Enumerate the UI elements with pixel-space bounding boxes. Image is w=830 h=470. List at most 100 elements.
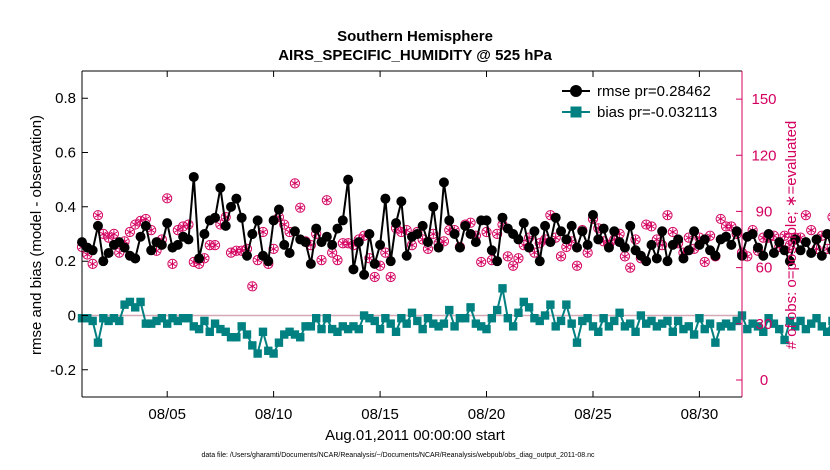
bias-point (743, 324, 752, 334)
rmse-point (822, 229, 830, 239)
rmse-point (279, 239, 290, 250)
rmse-point (545, 237, 556, 248)
bias-point (641, 319, 651, 328)
bias-point (482, 324, 491, 334)
obs-possible-point (641, 219, 652, 230)
obs-possible-point (646, 221, 657, 232)
obs-evaluated-point (296, 203, 304, 212)
rmse-point (284, 248, 295, 259)
rmse-point (231, 193, 242, 204)
obs-evaluated-point (557, 252, 565, 261)
rmse-point (343, 174, 354, 185)
bias-point (146, 319, 156, 328)
axes-frame (81, 70, 743, 398)
bias-point (524, 303, 534, 312)
bias-point (306, 322, 316, 331)
obs-evaluated-point (717, 215, 725, 223)
rmse-point (513, 234, 524, 245)
rmse-point (470, 237, 481, 248)
rmse-point (380, 193, 391, 204)
obs-evaluated-point (163, 194, 171, 203)
obs-possible-point (630, 234, 641, 245)
bias-point (599, 314, 608, 323)
obs-evaluated-point (168, 260, 177, 268)
bias-point (168, 314, 177, 323)
obs-evaluated-point (584, 248, 592, 257)
obs-evaluated-point (514, 254, 522, 262)
y-axis-label-right: # of obs: o=possible; ∗=evaluated (783, 121, 800, 350)
rmse-point (273, 204, 284, 215)
rmse-point (103, 248, 114, 259)
data-file-footnote: data file: /Users/gharamti/Documents/NCA… (201, 452, 595, 459)
obs-possible-point (114, 247, 125, 258)
x-tick-marks (166, 71, 700, 397)
bias-point (333, 327, 342, 336)
bias-point (221, 327, 230, 336)
obs-evaluated-point (179, 222, 187, 231)
legend-rmse-marker (570, 85, 582, 97)
obs-possible-point (225, 247, 237, 258)
y-left-tick-label: 0.2 (55, 253, 76, 270)
obs-possible-point (827, 212, 830, 222)
rmse-point (587, 209, 598, 220)
legend-rmse: rmse pr=0.28462 (562, 83, 711, 100)
bias-point (370, 316, 379, 326)
bias-point (445, 305, 454, 315)
bias-point (83, 314, 92, 323)
bias-point (759, 327, 768, 336)
rmse-point (689, 226, 700, 237)
bias-point (157, 314, 167, 323)
bias-point (721, 319, 731, 328)
rmse-point (444, 215, 455, 226)
rmse-point (816, 250, 827, 261)
legend: rmse pr=0.28462 bias pr=-0.032113 (562, 83, 717, 121)
y-right-tick-marks (736, 98, 742, 381)
obs-evaluated-point (291, 179, 299, 188)
rmse-point (556, 226, 567, 237)
obs-possible-point (289, 178, 301, 189)
rmse-point (401, 250, 412, 261)
obs-evaluated-point (387, 273, 395, 281)
rmse-point (827, 245, 830, 255)
y-right-tick-label: 90 (756, 203, 773, 220)
rmse-point (135, 231, 146, 242)
obs-possible-point (279, 219, 290, 230)
bias-point (184, 314, 193, 323)
obs-evaluated-point (429, 230, 437, 238)
bias-point (455, 314, 465, 323)
bias-point (780, 335, 789, 345)
rmse-point (215, 182, 226, 193)
y-right-tick-label: 30 (756, 316, 773, 333)
bias-point (354, 324, 363, 334)
bias-point (583, 314, 592, 323)
bias-point (822, 327, 830, 336)
legend-rmse-label: rmse pr=0.28462 (597, 83, 711, 100)
rmse-point (641, 256, 652, 267)
obs-possible-point (492, 228, 503, 240)
rmse-point (598, 223, 609, 234)
obs-possible-point (167, 258, 178, 269)
bias-point (476, 322, 486, 331)
bias-point (466, 303, 475, 312)
obs-evaluated-point (381, 248, 389, 257)
obs-possible-point (481, 226, 492, 238)
rmse-point (188, 171, 199, 182)
obs-evaluated-point (781, 232, 789, 240)
rmse-point (375, 239, 386, 250)
rmse-point (619, 242, 630, 253)
bias-point (296, 333, 305, 342)
bias-point (450, 322, 459, 331)
obs-evaluated-point (270, 245, 278, 253)
rmse-point (92, 220, 103, 231)
bias-point (769, 319, 779, 328)
rmse-point (550, 212, 561, 223)
rmse-point (311, 223, 322, 234)
bias-point (700, 324, 709, 334)
bias-point (551, 322, 560, 331)
rmse-point (412, 229, 423, 239)
obs-evaluated-point (807, 226, 815, 234)
bias-point (115, 316, 124, 326)
obs-possible-point (502, 251, 513, 262)
y-left-tick-label: 0 (68, 308, 76, 325)
bias-point (317, 324, 326, 334)
